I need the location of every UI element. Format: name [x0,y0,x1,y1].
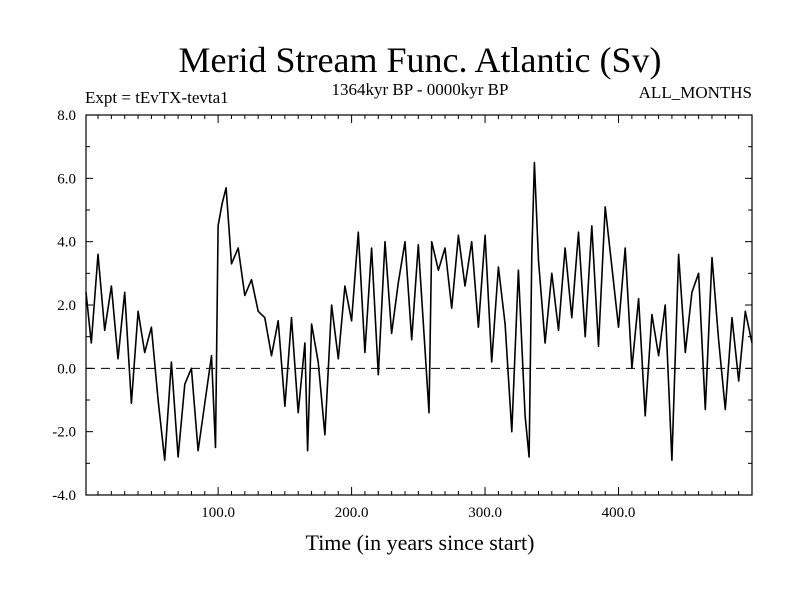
plot-frame [85,114,753,496]
x-tick-label: 400.0 [602,505,636,521]
x-tick-label: 100.0 [201,505,235,521]
y-axis-ticks: -4.0 -2.0 0.0 2.0 4.0 6.0 8.0 [52,108,752,504]
plot-area [85,161,753,462]
y-tick-label: 0.0 [57,361,76,377]
y-tick-label: 4.0 [57,235,76,251]
y-tick-label: -2.0 [52,425,76,441]
y-tick-label: 8.0 [57,108,76,124]
x-axis-ticks: 100.0 200.0 300.0 400.0 [97,115,740,521]
series-line [85,161,753,462]
x-axis-label: Time (in years since start) [306,530,535,555]
chart-subtitle-left: Expt = tEvTX-tevta1 [85,88,229,107]
chart-subtitle-right: ALL_MONTHS [639,83,752,102]
x-tick-label: 300.0 [468,505,502,521]
x-tick-label: 200.0 [335,505,369,521]
y-tick-label: 2.0 [57,298,76,314]
chart-subtitle-center: 1364kyr BP - 0000kyr BP [332,80,509,99]
y-tick-label: 6.0 [57,171,76,187]
chart-title: Merid Stream Func. Atlantic (Sv) [179,40,662,80]
y-tick-label: -4.0 [52,488,76,504]
